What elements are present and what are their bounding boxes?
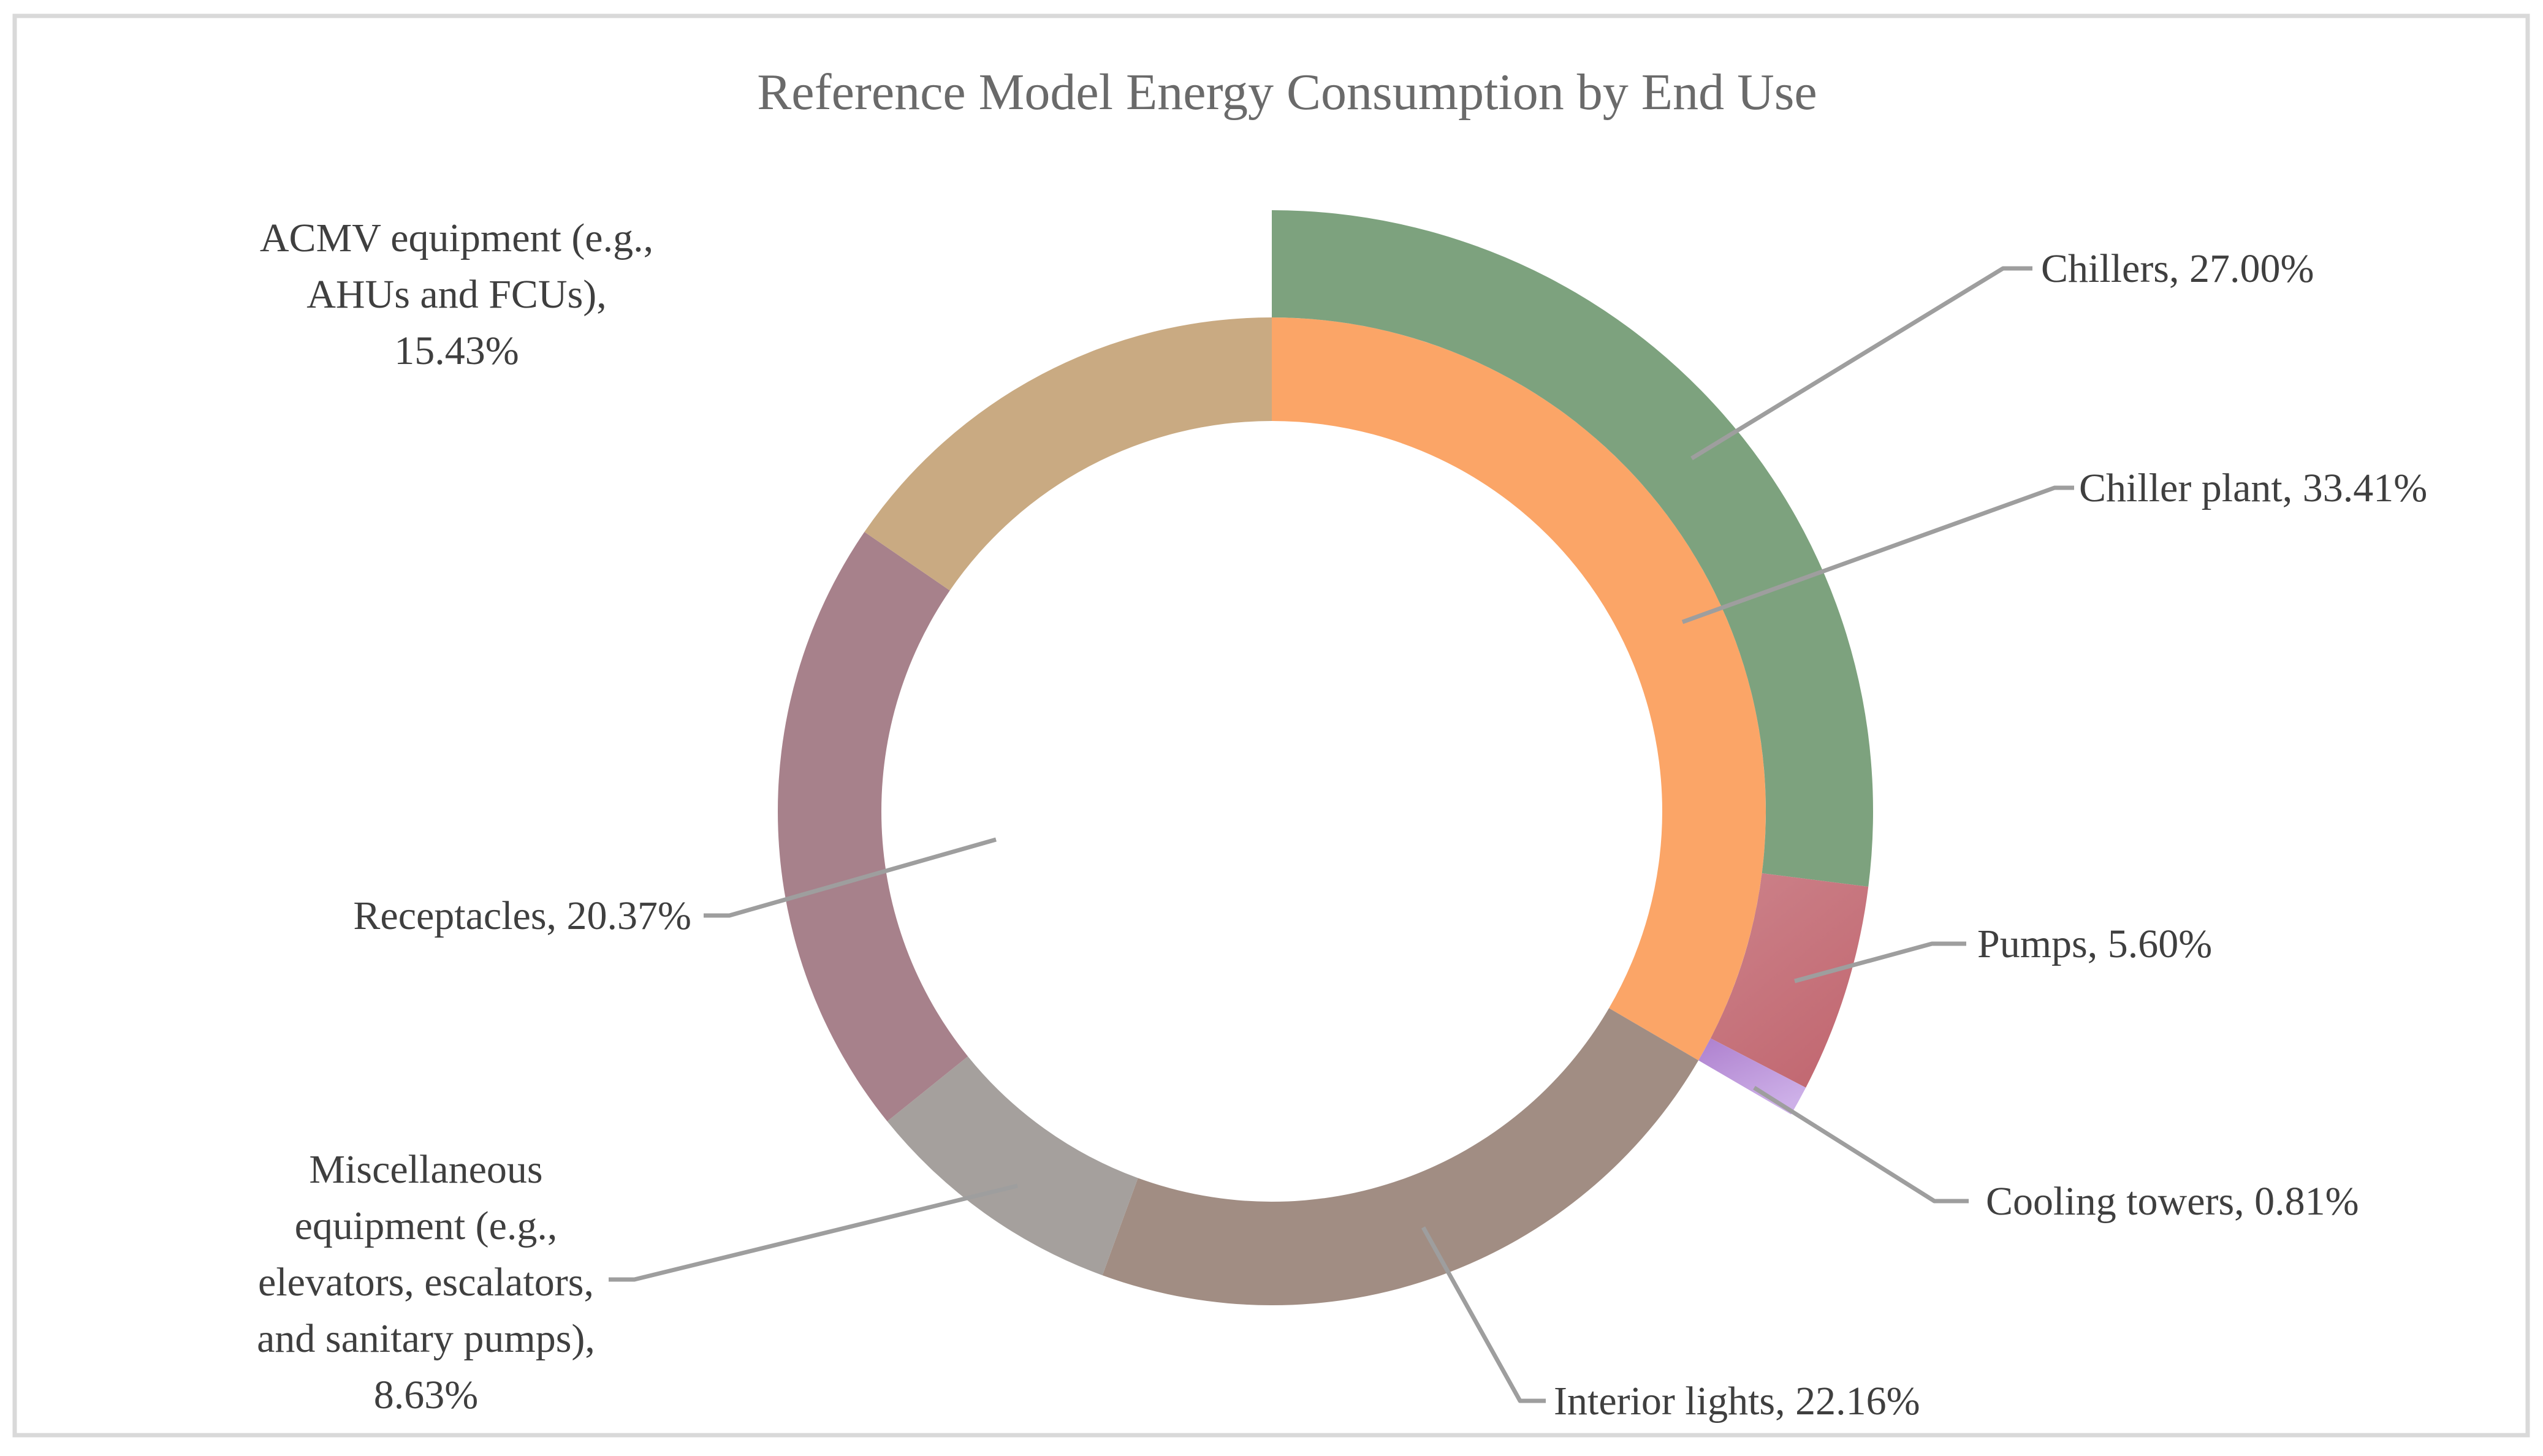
segment-receptacles[interactable] xyxy=(777,532,968,1121)
segment-cooling-towers[interactable] xyxy=(1698,1038,1806,1115)
segment-miscellaneous-equipment-e[interactable] xyxy=(887,1056,1138,1276)
segment-interior-lights[interactable] xyxy=(1102,1008,1699,1305)
label-pumps: Pumps, 5.60% xyxy=(1977,922,2212,966)
leader-lines-layer xyxy=(609,266,2074,1403)
segment-acmv-equipment-e[interactable] xyxy=(864,317,1272,591)
data-labels-layer: Chillers, 27.00% Chiller plant, 33.41% Pum… xyxy=(257,216,2427,1424)
leader-interior-lights xyxy=(1421,1226,1546,1403)
segment-chillers[interactable] xyxy=(1272,210,1873,887)
label-chillers: Chillers, 27.00% xyxy=(2041,246,2314,291)
chart-title: Reference Model Energy Consumption by En… xyxy=(757,64,1817,121)
label-receptacles: Receptacles, 20.37% xyxy=(353,893,691,938)
leader-pumps xyxy=(1794,941,1966,984)
segment-pumps[interactable] xyxy=(1710,873,1869,1088)
segment-chiller-plant[interactable] xyxy=(1272,317,1766,1061)
leader-miscellaneous xyxy=(609,1183,1018,1282)
label-cooling-towers: Cooling towers, 0.81% xyxy=(1986,1179,2359,1224)
label-miscellaneous: Miscellaneous equipment (e.g., elevators, … xyxy=(257,1147,595,1417)
leader-chillers xyxy=(1690,266,2032,460)
chart-border xyxy=(12,13,2530,1438)
leader-cooling-towers xyxy=(1753,1086,1969,1204)
label-acmv: ACMV equipment (e.g., AHUs and FCUs), 15.4… xyxy=(260,216,653,373)
leader-chiller-plant xyxy=(1681,485,2074,624)
leader-receptacles xyxy=(704,837,997,918)
label-chiller-plant: Chiller plant, 33.41% xyxy=(2079,466,2427,510)
label-interior-lights: Interior lights, 22.16% xyxy=(1554,1379,1920,1424)
donut-segments-layer xyxy=(777,210,1873,1305)
